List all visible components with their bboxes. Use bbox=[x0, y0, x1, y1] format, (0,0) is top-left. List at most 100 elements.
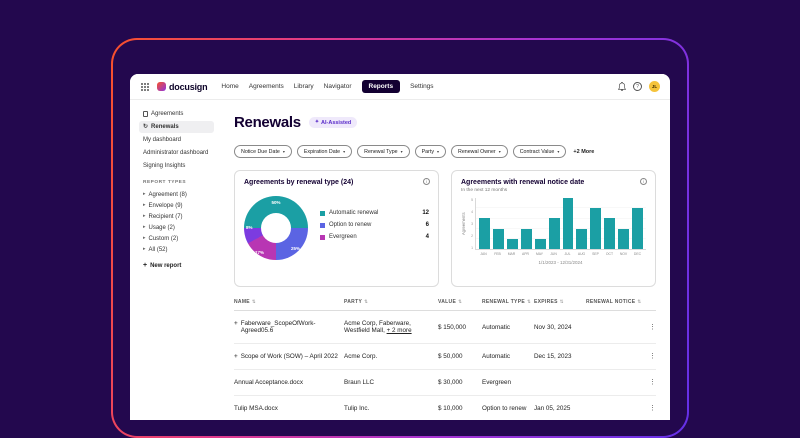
chevron-down-icon: ▾ bbox=[343, 148, 346, 154]
x-axis-label: OCT bbox=[605, 252, 614, 256]
column-header-name[interactable]: NAME ⇅ bbox=[234, 299, 256, 305]
y-axis-title: Agreements bbox=[461, 212, 466, 236]
donut-percent-label: 50% bbox=[271, 200, 281, 205]
nav-item-library[interactable]: Library bbox=[293, 83, 314, 90]
info-icon[interactable]: i bbox=[640, 178, 647, 185]
renewal-type-chart-card: Agreements by renewal type (24) i 50% 25… bbox=[234, 170, 439, 287]
sidebar-item-custom-reports[interactable]: ▸ Custom (2) bbox=[139, 233, 214, 244]
sidebar-item-agreement-reports[interactable]: ▸ Agreement (8) bbox=[139, 189, 214, 200]
kebab-menu-icon[interactable]: ⋮ bbox=[649, 405, 656, 412]
sidebar-item-label: Recipient (7) bbox=[148, 213, 183, 220]
donut-hole bbox=[261, 213, 291, 243]
y-tick-label: 5 bbox=[471, 198, 473, 202]
column-header-party[interactable]: PARTY ⇅ bbox=[344, 299, 369, 305]
sidebar-item-label: Custom (2) bbox=[148, 235, 179, 242]
sidebar-item-signing-insights[interactable]: Signing Insights bbox=[139, 160, 214, 172]
bar bbox=[618, 228, 630, 249]
agreement-name[interactable]: Tulip MSA.docx bbox=[234, 405, 278, 412]
page-title: Renewals bbox=[234, 114, 301, 131]
bar bbox=[632, 208, 644, 249]
chart-title: Agreements with renewal notice date bbox=[461, 179, 585, 186]
kebab-menu-icon[interactable]: ⋮ bbox=[649, 379, 656, 386]
table-row[interactable]: + Faberware_ScopeOfWork-Agreed05.6 Acme C… bbox=[234, 311, 656, 344]
sidebar-item-recipient-reports[interactable]: ▸ Recipient (7) bbox=[139, 211, 214, 222]
chevron-right-icon: ▸ bbox=[143, 224, 146, 230]
bar bbox=[604, 218, 616, 249]
table-row[interactable]: Tulip MSA.docx Tulip Inc. $ 10,000 Optio… bbox=[234, 396, 656, 420]
nav-item-agreements[interactable]: Agreements bbox=[248, 83, 284, 90]
x-axis-label: NOV bbox=[619, 252, 628, 256]
bar bbox=[492, 228, 504, 249]
agreement-name[interactable]: Annual Acceptance.docx bbox=[234, 379, 303, 386]
sidebar-item-my-dashboard[interactable]: My dashboard bbox=[139, 134, 214, 146]
expand-row-icon[interactable]: + bbox=[234, 320, 238, 327]
more-filters-button[interactable]: +2 More bbox=[573, 148, 595, 155]
party-names: Braun LLC bbox=[344, 379, 375, 386]
bar bbox=[576, 228, 588, 249]
sidebar-item-agreements[interactable]: Agreements bbox=[139, 108, 214, 120]
agreement-value: $ 30,000 bbox=[438, 379, 463, 386]
chevron-down-icon: ▾ bbox=[437, 148, 440, 154]
sidebar-item-usage-reports[interactable]: ▸ Usage (2) bbox=[139, 222, 214, 233]
filter-renewal-type[interactable]: Renewal Type ▾ bbox=[357, 145, 410, 158]
chart-legend: Automatic renewal 12 Option to renew 6 E… bbox=[320, 210, 429, 246]
legend-swatch bbox=[320, 222, 325, 228]
help-icon[interactable]: ? bbox=[633, 82, 642, 91]
legend-item: Evergreen 4 bbox=[320, 234, 429, 240]
agreement-value: $ 150,000 bbox=[438, 323, 467, 331]
agreement-name[interactable]: Scope of Work (SOW) – April 2022 bbox=[240, 353, 338, 360]
sidebar-item-renewals[interactable]: ↻ Renewals bbox=[139, 121, 214, 133]
x-axis-label: JAN bbox=[480, 252, 487, 256]
kebab-menu-icon[interactable]: ⋮ bbox=[649, 323, 656, 331]
agreement-value: $ 50,000 bbox=[438, 353, 463, 360]
filter-expiration-date[interactable]: Expiration Date ▾ bbox=[296, 145, 353, 158]
nav-item-settings[interactable]: Settings bbox=[410, 83, 434, 90]
x-axis-label: JUN bbox=[550, 252, 557, 256]
nav-item-reports[interactable]: Reports bbox=[361, 80, 401, 93]
main-content: Renewals ✦ AI-Assisted Notice Due Date ▾ … bbox=[218, 100, 670, 420]
kebab-menu-icon[interactable]: ⋮ bbox=[649, 353, 656, 360]
bar-yticks: 5 4 3 2 1 bbox=[468, 198, 473, 250]
table-header-row: NAME ⇅ PARTY ⇅ VALUE ⇅ RENEWAL TYPE ⇅ EXPIRE… bbox=[234, 299, 656, 311]
bar bbox=[590, 208, 602, 249]
app-window: docusign Home Agreements Library Navigat… bbox=[130, 74, 670, 420]
sidebar-item-administrator-dashboard[interactable]: Administrator dashboard bbox=[139, 147, 214, 159]
nav-item-navigator[interactable]: Navigator bbox=[323, 83, 352, 90]
party-names: Tulip Inc. bbox=[344, 405, 370, 412]
x-axis-label: MAY bbox=[535, 252, 544, 256]
expand-row-icon[interactable]: + bbox=[234, 353, 238, 360]
new-report-button[interactable]: + New report bbox=[139, 262, 214, 269]
party-more-link[interactable]: + 2 more bbox=[386, 327, 412, 334]
ai-assisted-label: AI-Assisted bbox=[321, 119, 352, 126]
avatar[interactable]: JL bbox=[649, 81, 660, 92]
renewal-type: Automatic bbox=[482, 323, 510, 331]
filter-contract-value[interactable]: Contract Value ▾ bbox=[512, 145, 567, 158]
column-header-value[interactable]: VALUE ⇅ bbox=[438, 299, 463, 305]
sidebar-item-label: Envelope (9) bbox=[148, 202, 183, 209]
column-header-expires[interactable]: EXPIRES ⇅ bbox=[534, 299, 564, 305]
filter-party[interactable]: Party ▾ bbox=[414, 145, 447, 158]
app-launcher-icon[interactable] bbox=[140, 82, 150, 92]
donut-percent-label: 25% bbox=[290, 246, 300, 251]
table-row[interactable]: + Scope of Work (SOW) – April 2022 Acme C… bbox=[234, 344, 656, 370]
docusign-logo-icon bbox=[157, 82, 166, 91]
chevron-right-icon: ▸ bbox=[143, 202, 146, 208]
agreement-name[interactable]: Faberware_ScopeOfWork-Agreed05.6 bbox=[240, 320, 316, 334]
expires-date: Dec 15, 2023 bbox=[534, 353, 572, 360]
sort-icon: ⇅ bbox=[458, 299, 463, 304]
filter-renewal-owner[interactable]: Renewal Owner ▾ bbox=[451, 145, 508, 158]
column-header-renewal-notice[interactable]: RENEWAL NOTICE ⇅ bbox=[586, 299, 642, 305]
bell-icon[interactable] bbox=[618, 82, 626, 91]
chevron-down-icon: ▾ bbox=[498, 148, 501, 154]
chart-subtitle: In the next 12 months bbox=[461, 188, 508, 193]
sidebar-item-envelope-reports[interactable]: ▸ Envelope (9) bbox=[139, 200, 214, 211]
donut-percent-label: 17% bbox=[255, 250, 265, 255]
nav-item-home[interactable]: Home bbox=[221, 83, 239, 90]
column-header-renewal-type[interactable]: RENEWAL TYPE ⇅ bbox=[482, 299, 532, 305]
sidebar-item-label: Administrator dashboard bbox=[143, 150, 209, 156]
filter-notice-due-date[interactable]: Notice Due Date ▾ bbox=[234, 145, 292, 158]
party-names: Acme Corp. bbox=[344, 353, 378, 360]
table-row[interactable]: Annual Acceptance.docx Braun LLC $ 30,00… bbox=[234, 370, 656, 396]
info-icon[interactable]: i bbox=[423, 178, 430, 185]
sidebar-item-all-reports[interactable]: ▸ All (52) bbox=[139, 244, 214, 255]
